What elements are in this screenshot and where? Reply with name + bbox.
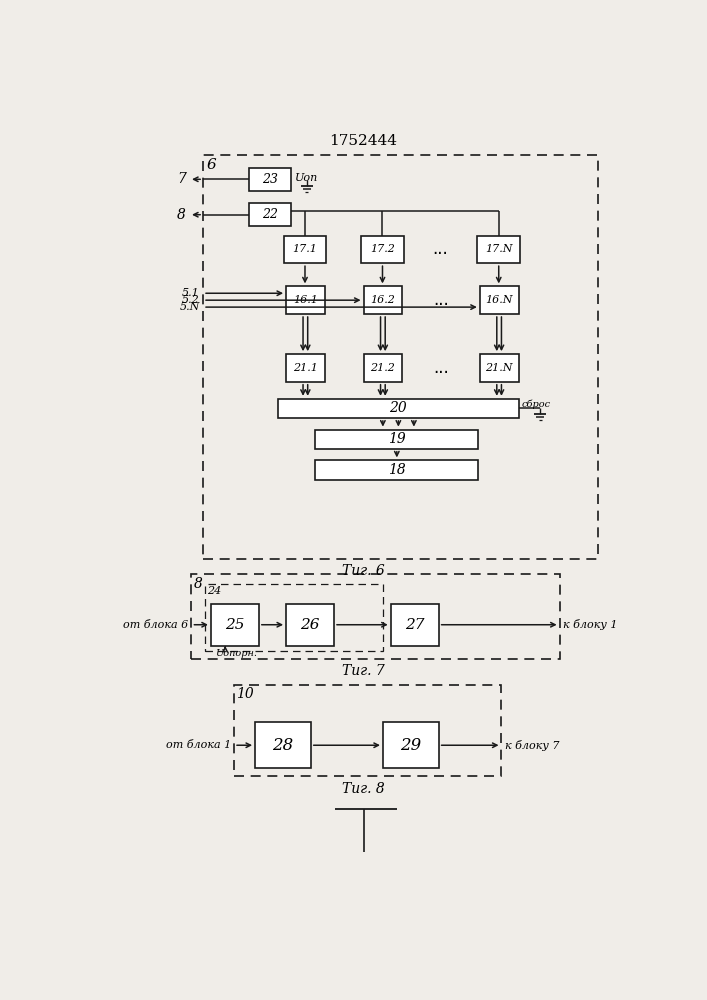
Text: 7: 7 (177, 172, 186, 186)
Text: Τиг. 6: Τиг. 6 (342, 564, 385, 578)
Text: ...: ... (433, 291, 449, 309)
Bar (255, 722, 311, 768)
Text: Uопорн.: Uопорн. (215, 649, 257, 658)
Text: 5.1: 5.1 (182, 288, 200, 298)
Bar (480, 354, 518, 382)
Bar (391, 604, 438, 646)
Bar (284, 235, 327, 263)
Bar (315, 430, 478, 449)
Bar (363, 286, 402, 314)
Text: 8: 8 (194, 577, 203, 591)
Bar (234, 685, 501, 776)
Bar (477, 235, 520, 263)
Bar (249, 168, 291, 191)
Bar (361, 235, 404, 263)
Text: сброс: сброс (522, 400, 551, 409)
Text: 21.1: 21.1 (293, 363, 318, 373)
Text: ...: ... (433, 359, 449, 377)
Text: 28: 28 (272, 737, 293, 754)
Text: Uоп: Uоп (295, 173, 317, 183)
Text: от блока 6: от блока 6 (123, 620, 188, 630)
Text: 22: 22 (262, 208, 278, 221)
Bar (480, 286, 518, 314)
Text: ...: ... (433, 240, 448, 258)
Bar (204, 584, 383, 651)
Bar (363, 354, 402, 382)
Text: 25: 25 (225, 618, 245, 632)
Text: 16.N: 16.N (486, 295, 513, 305)
Text: 16.1: 16.1 (293, 295, 318, 305)
Text: 27: 27 (405, 618, 424, 632)
Text: 21.N: 21.N (486, 363, 513, 373)
Text: 6: 6 (206, 158, 216, 172)
Bar (286, 604, 334, 646)
Text: 21.2: 21.2 (370, 363, 395, 373)
Bar (192, 574, 559, 659)
Text: 29: 29 (400, 737, 421, 754)
Text: 17.N: 17.N (485, 244, 513, 254)
Text: 10: 10 (236, 687, 254, 701)
Bar (383, 722, 438, 768)
Text: от блока 1: от блока 1 (165, 740, 231, 750)
Bar (203, 155, 598, 559)
Text: 26: 26 (300, 618, 320, 632)
Bar (315, 460, 478, 480)
Text: 24: 24 (207, 586, 221, 596)
Bar (286, 286, 325, 314)
Text: к блоку 1: к блоку 1 (563, 619, 617, 630)
Text: Τиг. 8: Τиг. 8 (342, 782, 385, 796)
Text: к блоку 7: к блоку 7 (505, 740, 559, 751)
Text: 18: 18 (388, 463, 406, 477)
Text: 17.1: 17.1 (293, 244, 317, 254)
Text: 17.2: 17.2 (370, 244, 395, 254)
Text: 23: 23 (262, 173, 278, 186)
Bar (249, 203, 291, 226)
Bar (279, 399, 518, 418)
Bar (211, 604, 259, 646)
Text: 19: 19 (388, 432, 406, 446)
Text: 1752444: 1752444 (329, 134, 397, 148)
Text: 20: 20 (390, 401, 407, 415)
Text: 16.2: 16.2 (370, 295, 395, 305)
Text: 8: 8 (177, 208, 186, 222)
Text: Τиг. 7: Τиг. 7 (342, 664, 385, 678)
Bar (286, 354, 325, 382)
Text: 5.N: 5.N (180, 302, 200, 312)
Text: 5.2: 5.2 (182, 295, 200, 305)
